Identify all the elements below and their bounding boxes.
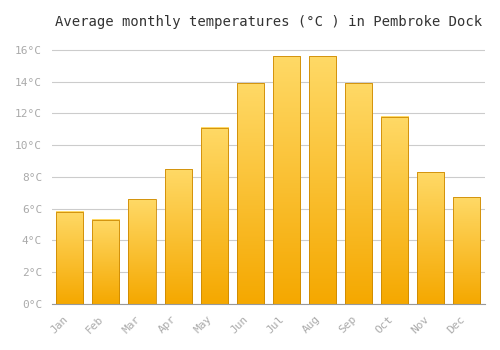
- Bar: [128, 199, 156, 304]
- Bar: [454, 197, 480, 304]
- Bar: [200, 128, 228, 304]
- Bar: [309, 56, 336, 304]
- Bar: [237, 83, 264, 304]
- Bar: [418, 172, 444, 304]
- Bar: [56, 212, 84, 304]
- Bar: [273, 56, 300, 304]
- Bar: [92, 220, 120, 304]
- Bar: [381, 117, 408, 304]
- Bar: [164, 169, 192, 304]
- Bar: [345, 83, 372, 304]
- Title: Average monthly temperatures (°C ) in Pembroke Dock: Average monthly temperatures (°C ) in Pe…: [55, 15, 482, 29]
